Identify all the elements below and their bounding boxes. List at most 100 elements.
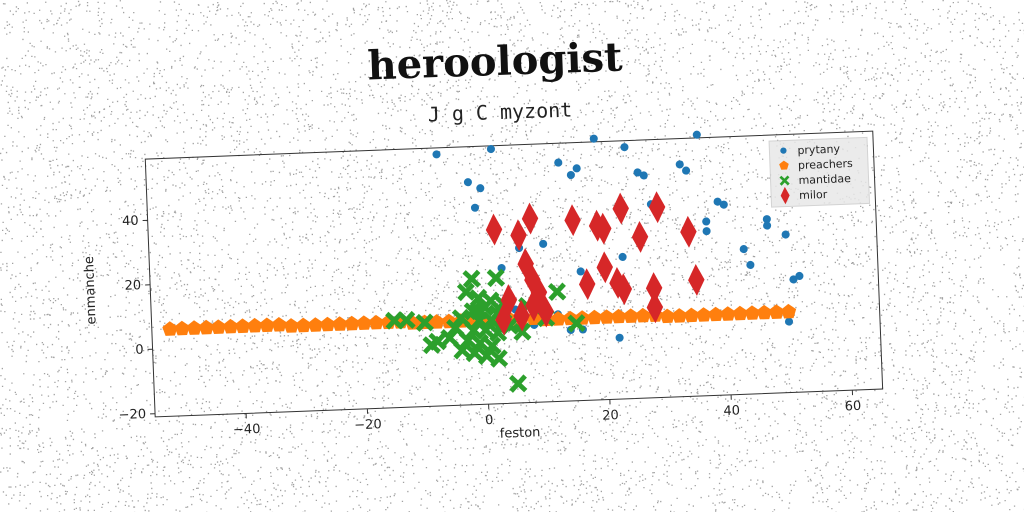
prytany-point xyxy=(615,333,624,342)
milor-point xyxy=(485,213,503,246)
mantidae-point xyxy=(486,268,506,288)
prytany-point xyxy=(589,134,598,143)
series-mantidae xyxy=(385,268,586,393)
preachers-point xyxy=(611,308,627,324)
mantidae-point xyxy=(508,374,528,393)
prytany-point xyxy=(763,221,772,230)
legend-marker-preachers xyxy=(779,160,789,170)
milor-point xyxy=(564,204,581,237)
prytany-point xyxy=(486,145,495,154)
milor-point xyxy=(596,251,614,284)
mantidae-point xyxy=(547,282,567,301)
y-tick-label: 40 xyxy=(122,214,139,230)
preachers-point xyxy=(756,304,772,320)
prytany-point xyxy=(633,168,642,177)
milor-point xyxy=(521,202,539,235)
milor-point xyxy=(680,215,697,248)
preachers-point xyxy=(732,305,748,321)
preachers-point xyxy=(720,306,736,321)
mantidae-point xyxy=(477,346,496,365)
preachers-point xyxy=(186,320,202,335)
mantidae-point xyxy=(415,313,434,332)
prytany-point xyxy=(432,150,441,159)
prytany-point xyxy=(789,275,798,284)
y-tick-label: 0 xyxy=(135,343,144,358)
preachers-point xyxy=(247,317,263,333)
prytany-point xyxy=(618,252,627,262)
milor-point xyxy=(500,284,518,316)
preachers-point xyxy=(550,311,566,326)
mantidae-point xyxy=(462,269,481,289)
mantidae-point xyxy=(422,335,441,355)
prytany-point xyxy=(781,230,790,239)
prytany-point xyxy=(692,130,701,139)
x-tick-label: 40 xyxy=(723,403,740,419)
x-tick-label: 60 xyxy=(844,399,861,415)
x-tick-label: −40 xyxy=(233,422,261,438)
preachers-point xyxy=(162,321,178,336)
preachers-point xyxy=(659,308,675,324)
preachers-point xyxy=(307,317,324,332)
mantidae-point xyxy=(453,341,472,360)
preachers-point xyxy=(356,315,372,331)
mantidae-point xyxy=(465,343,484,363)
preachers-point xyxy=(222,318,239,334)
preachers-point xyxy=(198,319,214,335)
prytany-point xyxy=(639,171,648,180)
milor-point xyxy=(595,212,612,245)
prytany-point xyxy=(539,239,548,248)
preachers-point xyxy=(344,315,360,331)
axes-frame xyxy=(144,130,884,418)
prytany-point xyxy=(719,200,728,209)
prytany-point xyxy=(463,178,472,187)
preachers-point xyxy=(768,304,785,319)
mantidae-point xyxy=(451,308,471,328)
preachers-point xyxy=(319,316,336,332)
milor-point xyxy=(612,192,629,225)
preachers-point xyxy=(683,307,700,323)
legend-label-prytany: prytany xyxy=(797,142,841,157)
preachers-point xyxy=(744,305,760,320)
prytany-point xyxy=(682,166,691,175)
preachers-point xyxy=(671,308,687,323)
milor-point xyxy=(615,273,633,306)
prytany-point xyxy=(675,160,684,169)
y-tick-label: −20 xyxy=(118,407,146,423)
preachers-point xyxy=(429,314,445,329)
milor-point xyxy=(513,299,530,332)
mantidae-point xyxy=(483,336,502,356)
preachers-point xyxy=(210,319,226,334)
milor-point xyxy=(631,220,649,253)
milor-point xyxy=(646,291,664,324)
mantidae-point xyxy=(489,349,509,368)
mantidae-point xyxy=(458,331,478,350)
preachers-point xyxy=(780,303,797,319)
plot-area: −40 −20 0 20 40 60 −20 0 20 40 feston enmanche pr… xyxy=(82,130,884,442)
y-axis-label: enmanche xyxy=(82,256,100,325)
axis-ticks: −40 −20 0 20 40 60 −20 0 20 40 xyxy=(118,214,861,438)
legend-box xyxy=(768,136,871,208)
mantidae-point xyxy=(440,328,459,348)
preachers-point xyxy=(635,307,651,323)
prytany-point xyxy=(476,184,485,193)
prytany-point xyxy=(762,215,771,224)
legend-label-mantidae: mantidae xyxy=(798,172,851,187)
preachers-point xyxy=(174,320,190,336)
preachers-point xyxy=(332,316,348,331)
mantidae-point xyxy=(470,333,490,353)
milor-point xyxy=(648,191,666,224)
prytany-point xyxy=(746,260,755,270)
x-axis-label: feston xyxy=(499,425,540,442)
mantidae-point xyxy=(456,282,476,302)
prytany-point xyxy=(702,217,711,226)
prytany-point xyxy=(739,245,748,254)
milor-point xyxy=(578,268,596,301)
milor-point xyxy=(688,264,705,296)
x-tick-label: 0 xyxy=(485,413,494,428)
preachers-point xyxy=(368,314,384,330)
prytany-point xyxy=(702,227,711,236)
mantidae-point xyxy=(385,311,404,330)
prytany-point xyxy=(566,170,575,180)
